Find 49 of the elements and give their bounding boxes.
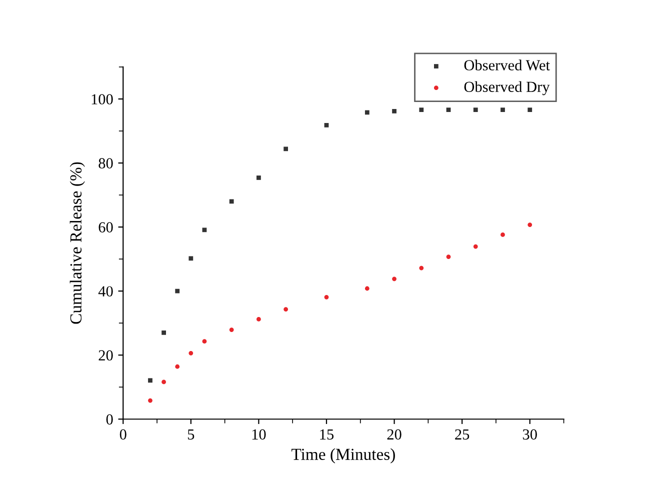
point [473,244,478,249]
point [446,254,451,259]
legend-label: Observed Wet [464,60,550,71]
point [528,108,532,112]
point [256,317,261,322]
x-tick-label: 30 [522,429,537,440]
x-tick-label: 25 [455,429,470,440]
y-tick-label: 20 [98,350,113,361]
x-tick-label: 5 [188,429,194,440]
point [202,339,207,344]
x-tick-label: 15 [320,429,334,440]
point [162,380,166,384]
point [229,328,234,332]
y-tick-label: 80 [98,158,113,168]
point [500,108,505,112]
y-axis-title: Cumulative Release (%) [70,162,85,324]
point [473,108,478,112]
legend-label: Observed Dry [464,81,550,96]
x-tick-label: 20 [387,429,402,440]
y-tick-label: 100 [92,94,113,104]
point [188,256,194,261]
point [419,266,424,270]
point [392,108,396,114]
point [148,398,152,403]
y-tick-label: 60 [98,222,113,232]
point [324,294,329,300]
point [256,176,261,180]
y-tick-label: 40 [98,286,113,297]
point [175,364,180,369]
x-tick-label: 0 [120,429,126,440]
point [229,199,234,204]
x-tick-label: 10 [252,429,266,440]
point [364,286,370,291]
point [446,108,451,112]
point [284,146,288,152]
point [500,232,505,237]
x-axis-title: Time (Minutes) [292,448,395,464]
point [364,110,370,115]
point [148,378,152,383]
point [284,307,288,312]
point [419,108,424,112]
point [175,288,180,294]
point [324,123,329,128]
y-tick-label: 0 [106,414,113,425]
point [392,276,396,282]
point [528,222,532,227]
point [162,330,166,335]
point [202,228,207,232]
point [188,350,194,356]
